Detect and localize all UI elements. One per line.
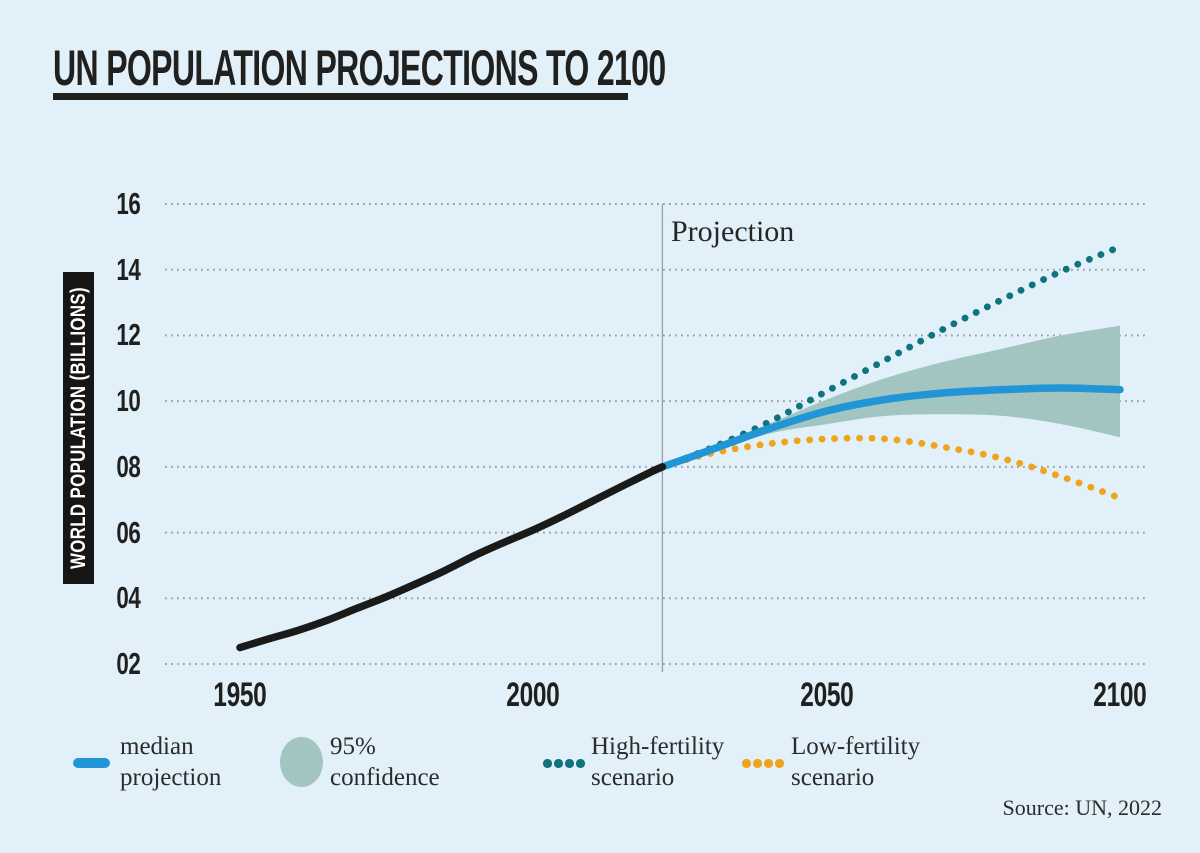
high-fertility-dots-swatch [543,759,585,768]
y-tick-14: 14 [115,251,140,287]
page-title: UN POPULATION PROJECTIONS TO 2100 [53,40,666,96]
y-axis-label-box: WORLD POPULATION (BILLIONS) [63,272,94,584]
projection-annotation: Projection [671,215,795,248]
confidence-band-swatch [280,737,323,787]
x-tick-2000: 2000 [506,676,560,714]
source-credit: Source: UN, 2022 [1002,795,1162,820]
median-line-swatch [73,758,110,768]
legend-label-confidence: 95% confidence [330,733,440,791]
y-tick-12: 12 [115,317,140,353]
title-underline [53,93,628,100]
legend-label-median: median projection [120,733,222,791]
y-tick-16: 16 [115,186,140,221]
x-tick-2100: 2100 [1093,676,1147,714]
y-tick-06: 06 [115,514,140,550]
low-fertility-dots-swatch [742,759,784,768]
y-tick-04: 04 [115,580,140,616]
y-tick-10: 10 [115,383,140,419]
legend-label-high-fertility: High-fertility scenario [591,733,725,791]
x-tick-1950: 1950 [213,676,267,714]
y-tick-02: 02 [115,646,140,681]
legend-label-low-fertility: Low-fertility scenario [791,733,921,791]
y-tick-08: 08 [115,448,140,484]
x-tick-2050: 2050 [800,676,854,714]
